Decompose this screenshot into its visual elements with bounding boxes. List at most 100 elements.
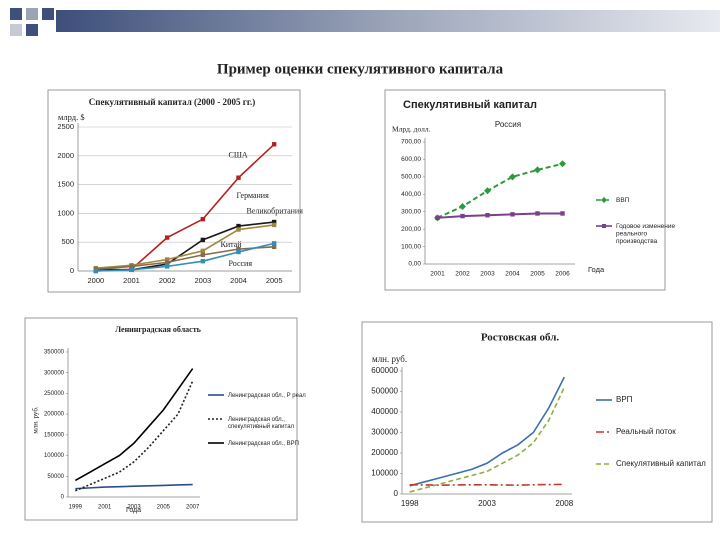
chart: Ленинградская область млн. руб. Года 0 50000… [24,317,298,521]
x-tick-label: 2001 [123,276,140,285]
data-point [236,246,241,252]
chart: Спекулятивный капитал (2000 - 2005 гг.) м… [47,89,303,293]
x-tick-label: 2003 [194,276,211,285]
y-tick-label: 100000 [44,453,65,459]
series-line [74,368,194,482]
legend-label: Ленинградская обл., ВРП [228,441,299,447]
x-tick-label: 2001 [98,505,112,511]
y-tick-label: 0 [70,266,74,275]
chart: Спекулятивный капитал Россия Млрд. долл. Го… [384,89,666,291]
data-point [435,215,440,221]
data-point [236,249,241,255]
data-point [93,268,99,274]
legend-label: Спекулятивный капитал [616,459,706,468]
x-tick-label: 2002 [159,276,176,285]
data-point [129,264,134,269]
y-tick-label: 500,00 [401,174,421,181]
deco-square [10,24,22,36]
deco-square [10,8,22,20]
legend-label: Ленинградская обл., Р реал [228,393,306,399]
y-tick-label: 0 [61,495,65,501]
data-point [485,213,490,218]
y-axis-label: млн. руб. [372,354,407,364]
deco-square [26,24,38,36]
series-line [95,246,275,271]
x-axis-label: Года [126,507,141,514]
series-line [437,212,563,219]
series-label: Китай [221,240,243,249]
data-point [271,241,277,246]
y-tick-label: 500 [61,237,74,246]
data-point [271,222,277,228]
data-point [236,175,241,180]
legend-label: ВВП [616,197,630,204]
x-tick-label: 2000 [87,276,104,285]
series-line [409,483,565,486]
y-tick-label: 0 [394,489,399,498]
x-tick-label: 2005 [157,505,171,511]
x-tick-label: 2004 [230,276,247,285]
y-tick-label: 300000 [44,370,65,376]
series-line [95,224,275,269]
data-point [509,173,516,181]
chart-title: Ленинградская область [115,325,202,334]
data-point [459,202,466,210]
data-point [484,187,491,195]
x-tick-label: 2006 [555,271,570,278]
x-tick-label: 2001 [430,271,445,278]
y-tick-label: 200000 [44,412,65,418]
data-point [271,244,277,250]
data-point [559,160,566,168]
data-point [534,166,541,174]
y-tick-label: 2000 [57,151,74,160]
data-point [200,216,206,222]
legend-label: Ленинградская обл., спекулятивный капита… [228,417,295,430]
series-label: Россия [229,259,253,268]
y-tick-label: 300,00 [401,208,421,215]
top-bar [56,10,720,32]
y-tick-label: 350000 [44,350,65,356]
y-tick-label: 1000 [57,208,74,217]
y-axis-label: млн. руб. [32,406,40,434]
y-tick-label: 600000 [371,366,398,375]
data-point [200,252,206,258]
legend-label: Реальный поток [616,427,676,436]
x-tick-label: 2008 [555,499,573,508]
data-point [164,260,170,265]
x-tick-label: 2007 [186,505,200,511]
data-point [200,248,206,254]
y-tick-label: 2500 [57,122,74,131]
y-tick-label: 200000 [371,448,398,457]
chart-subtitle: Россия [495,120,521,129]
data-point [200,237,206,243]
chart: Ростовская обл. млн. руб. 0 100000 200000 300… [361,321,713,523]
chart-title: Спекулятивный капитал (2000 - 2005 гг.) [89,97,255,107]
x-tick-label: 2005 [266,276,283,285]
x-tick-label: 1998 [401,499,419,508]
data-point [271,142,277,147]
y-tick-label: 50000 [47,474,64,480]
data-point [236,227,241,232]
legend-marker [601,197,607,203]
series-line [437,162,563,219]
legend-label: ВРП [616,395,633,404]
y-tick-label: 700,00 [401,139,421,146]
x-tick-label: 1999 [69,505,83,511]
data-point [460,213,465,219]
x-tick-label: 2005 [530,271,545,278]
y-axis-label: Млрд. долл. [392,125,431,134]
slide-title: Пример оценки спекулятивного капитала [217,61,504,77]
legend-label: Годовое изменение реального производства [616,223,677,245]
data-point [535,211,540,216]
data-point [236,223,241,229]
y-tick-label: 500000 [371,387,398,396]
series-line [75,483,193,490]
y-tick-label: 150000 [44,432,65,438]
x-tick-label: 2004 [505,271,520,278]
series-line [409,387,565,493]
series-label: Германия [237,191,270,200]
chart-title: Спекулятивный капитал [403,99,537,111]
y-tick-label: 400000 [371,407,398,416]
x-tick-label: 2002 [455,271,470,278]
